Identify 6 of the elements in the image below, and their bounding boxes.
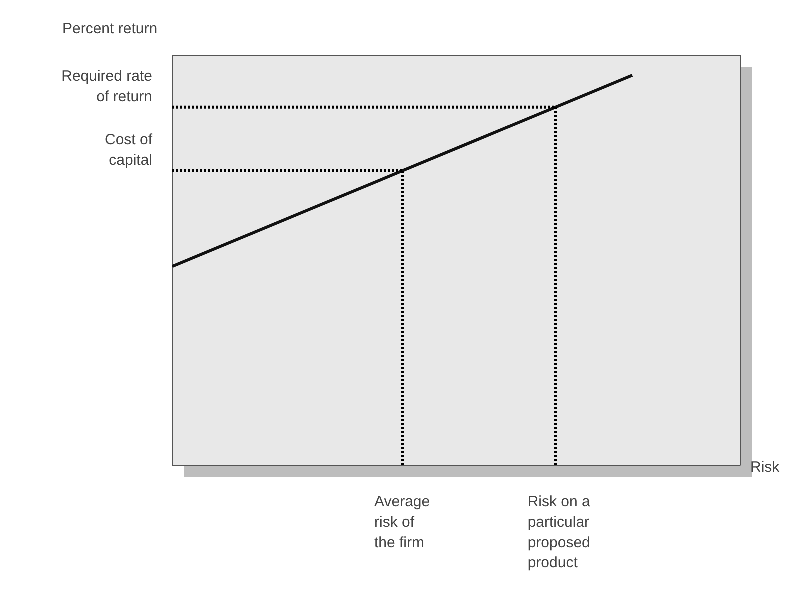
x-axis-title: Risk [750,459,780,476]
ref-line-label: Required rate of return [62,68,153,106]
x-tick-label: Risk on a particular proposed product [528,494,592,572]
x-tick-label: Average risk of the firm [374,494,430,552]
ref-line-label: Cost of capital [104,132,154,170]
y-axis-title: Percent return [62,20,158,38]
